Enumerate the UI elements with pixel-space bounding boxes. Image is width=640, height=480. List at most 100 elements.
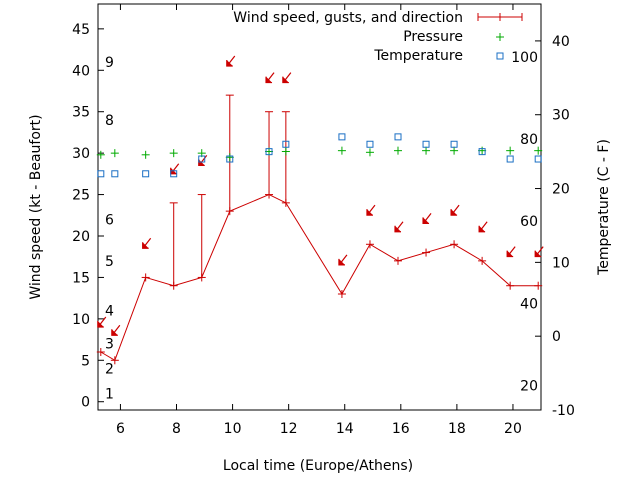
- arrow-head: [282, 76, 289, 84]
- wind-speed-point: [394, 256, 403, 265]
- x-axis-label: Local time (Europe/Athens): [223, 458, 413, 474]
- fahrenheit-scale-labels: 20 40 60 80 100: [511, 50, 538, 394]
- pressure-point: [281, 147, 290, 156]
- pressure-point: [337, 146, 346, 155]
- pressure-point: [534, 146, 543, 155]
- arrow-head: [506, 250, 514, 258]
- y-tick-label: 20: [72, 229, 90, 245]
- y2-tick-label: 20: [552, 182, 570, 198]
- direction-arrow: [170, 163, 180, 175]
- beaufort-label: 2: [105, 362, 114, 378]
- temperature-point: [97, 170, 105, 178]
- arrow-head: [450, 209, 458, 216]
- pressure-series: [96, 146, 543, 162]
- wind-speed-point: [225, 207, 234, 216]
- temperature-point: [282, 140, 290, 148]
- arrow-head: [338, 258, 345, 266]
- y-tick-label: 10: [72, 312, 90, 328]
- temperature-series: [97, 133, 542, 178]
- arrow-head: [366, 209, 373, 216]
- beaufort-label: 3: [105, 337, 114, 353]
- direction-arrow: [478, 221, 488, 233]
- legend-label-wind: Wind speed, gusts, and direction: [233, 10, 463, 26]
- y-tick-label: 40: [72, 63, 90, 79]
- legend-label-temperature: Temperature: [373, 48, 463, 64]
- arrow-head: [226, 60, 233, 67]
- y2-tick-label: 40: [552, 34, 570, 50]
- fahrenheit-label: 60: [520, 214, 538, 230]
- x-tick-label: 20: [504, 421, 522, 437]
- beaufort-label: 4: [105, 304, 114, 320]
- direction-arrow: [534, 246, 544, 258]
- direction-arrow: [506, 246, 516, 258]
- temperature-point: [366, 140, 374, 148]
- wind-speed-point: [478, 256, 487, 265]
- wind-speed-point: [96, 348, 105, 356]
- pressure-point: [96, 150, 105, 159]
- x-tick-label: 10: [224, 421, 242, 437]
- y2-tick-label: 30: [552, 108, 570, 124]
- fahrenheit-label: 40: [520, 297, 538, 313]
- direction-arrow: [97, 316, 107, 328]
- direction-arrow: [265, 72, 275, 84]
- y2-tick-label: 0: [552, 329, 561, 345]
- y2-tick-label: 10: [552, 255, 570, 271]
- direction-arrow: [338, 254, 348, 266]
- temperature-point: [226, 155, 234, 163]
- direction-arrow: [198, 155, 208, 167]
- arrow-head: [265, 76, 273, 84]
- pressure-point: [110, 149, 119, 158]
- pressure-point: [141, 150, 150, 159]
- legend-label-pressure: Pressure: [403, 29, 463, 45]
- legend: Wind speed, gusts, and direction Pressur…: [233, 10, 523, 64]
- temperature-point: [394, 133, 402, 141]
- beaufort-label: 8: [105, 113, 114, 129]
- arrow-head: [534, 250, 542, 258]
- y-axis-right: -10 0 10 20 30 40: [535, 34, 575, 419]
- wind-speed-point: [422, 248, 431, 257]
- plot-frame: [97, 3, 542, 411]
- wind-speed-point: [365, 240, 374, 249]
- beaufort-scale-labels: 1 2 3 4 5 6 8 9: [105, 55, 114, 402]
- arrow-head: [478, 225, 486, 233]
- wind-speed-point: [450, 240, 459, 249]
- wind-speed-point: [265, 190, 274, 199]
- x-tick-label: 16: [392, 421, 410, 437]
- y-tick-label: 5: [81, 353, 90, 369]
- y-tick-label: 0: [81, 395, 90, 411]
- y-axis-left: 0 5 10 15 20 25 30 35 40 45: [72, 22, 104, 411]
- temperature-point: [142, 170, 150, 178]
- fahrenheit-label: 20: [520, 379, 538, 395]
- y2-tick-label: -10: [552, 403, 575, 419]
- plot-border: [97, 3, 542, 411]
- temperature-point: [478, 148, 486, 156]
- wind-speed-line: [100, 194, 539, 362]
- temperature-point: [338, 133, 346, 141]
- pressure-point: [169, 149, 178, 158]
- temperature-point: [170, 170, 178, 178]
- pressure-point: [422, 146, 431, 155]
- beaufort-label: 6: [105, 212, 114, 228]
- arrow-head: [142, 242, 149, 249]
- temperature-point: [422, 140, 430, 148]
- direction-arrow: [142, 237, 152, 249]
- temperature-point: [450, 140, 458, 148]
- y-tick-label: 35: [72, 105, 90, 121]
- x-tick-label: 8: [172, 421, 181, 437]
- wind-speed-point: [141, 273, 150, 282]
- pressure-point: [394, 146, 403, 155]
- wind-speed-point: [197, 273, 206, 282]
- x-axis: 6 8 10 12 14 16 18 20: [116, 4, 522, 437]
- beaufort-label: 1: [105, 386, 114, 402]
- wind-speed-point: [506, 281, 515, 290]
- pressure-point: [506, 146, 515, 155]
- wind-speed-point: [169, 281, 178, 290]
- x-tick-label: 6: [116, 421, 125, 437]
- wind-speed-point: [337, 290, 346, 298]
- y-tick-label: 15: [72, 270, 90, 286]
- direction-arrow: [111, 324, 121, 336]
- x-tick-label: 14: [336, 421, 354, 437]
- x-tick-label: 18: [448, 421, 466, 437]
- arrow-head: [97, 321, 104, 328]
